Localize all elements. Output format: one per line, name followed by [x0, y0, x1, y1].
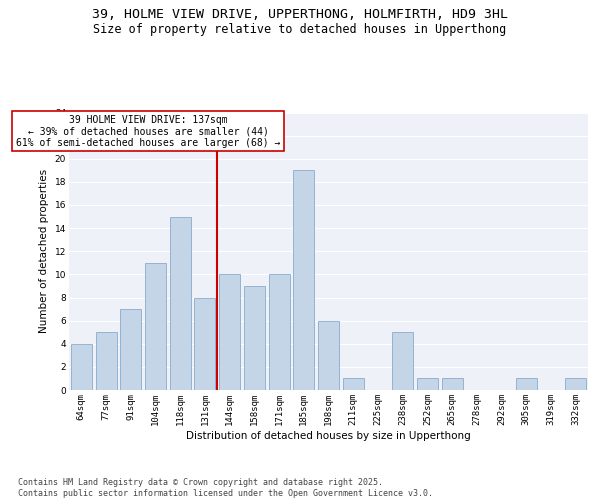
Text: Size of property relative to detached houses in Upperthong: Size of property relative to detached ho…: [94, 22, 506, 36]
Bar: [442, 378, 463, 390]
Bar: [392, 332, 413, 390]
Bar: [170, 216, 191, 390]
Text: 39, HOLME VIEW DRIVE, UPPERTHONG, HOLMFIRTH, HD9 3HL: 39, HOLME VIEW DRIVE, UPPERTHONG, HOLMFI…: [92, 8, 508, 20]
Bar: [194, 298, 215, 390]
Bar: [293, 170, 314, 390]
Bar: [343, 378, 364, 390]
Bar: [145, 263, 166, 390]
Bar: [417, 378, 438, 390]
Bar: [95, 332, 116, 390]
Bar: [120, 309, 141, 390]
Bar: [219, 274, 240, 390]
Bar: [269, 274, 290, 390]
Text: Contains HM Land Registry data © Crown copyright and database right 2025.
Contai: Contains HM Land Registry data © Crown c…: [18, 478, 433, 498]
Bar: [565, 378, 586, 390]
Bar: [318, 320, 339, 390]
Bar: [71, 344, 92, 390]
Bar: [516, 378, 537, 390]
Text: 39 HOLME VIEW DRIVE: 137sqm
← 39% of detached houses are smaller (44)
61% of sem: 39 HOLME VIEW DRIVE: 137sqm ← 39% of det…: [16, 115, 280, 148]
Y-axis label: Number of detached properties: Number of detached properties: [39, 169, 49, 334]
X-axis label: Distribution of detached houses by size in Upperthong: Distribution of detached houses by size …: [186, 430, 471, 440]
Bar: [244, 286, 265, 390]
